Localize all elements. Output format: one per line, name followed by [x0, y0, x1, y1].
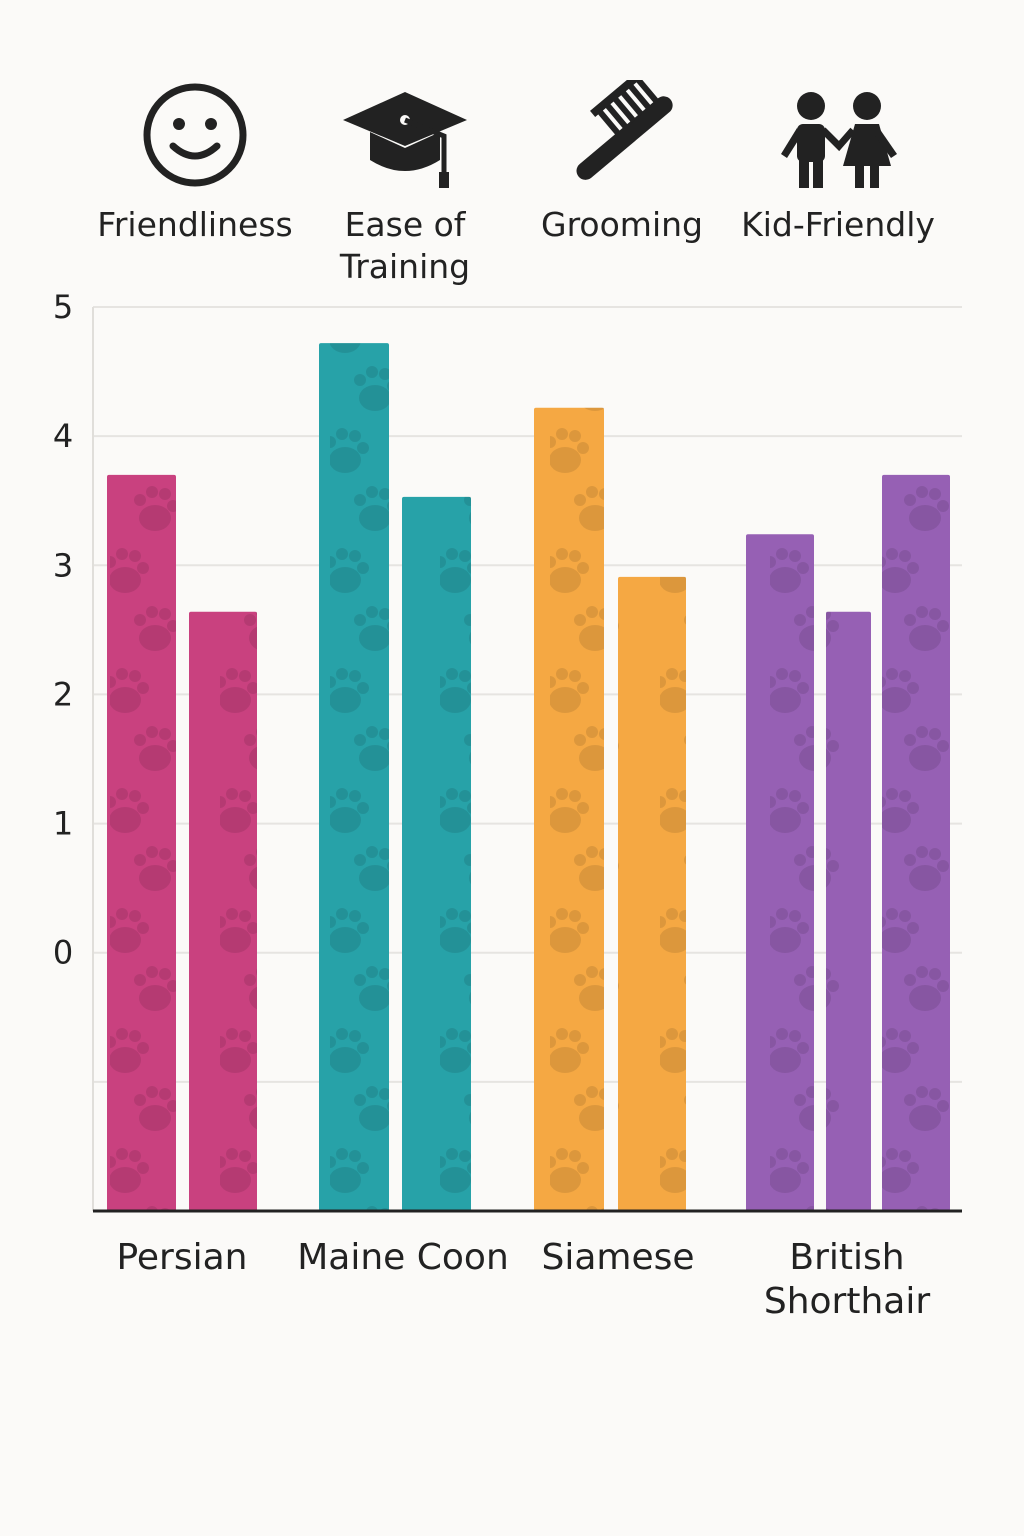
y-tick-label: 2: [53, 675, 73, 713]
legend-kid-friendly: Kid-Friendly: [728, 80, 948, 246]
y-tick-label: 4: [53, 417, 73, 455]
x-tick-label: Maine Coon: [297, 1237, 509, 1278]
paw-pattern: [402, 496, 471, 1212]
y-tick-label: 1: [53, 805, 73, 843]
graduation-cap-icon: [343, 92, 467, 188]
x-tick-label: Shorthair: [764, 1281, 930, 1322]
paw-pattern: [189, 611, 257, 1211]
legend-friendliness: Friendliness: [85, 80, 305, 246]
x-tick-label: Persian: [116, 1237, 247, 1278]
comb-icon: [576, 80, 673, 180]
legend-label: Ease of Training: [339, 205, 471, 286]
legend-label: Friendliness: [97, 205, 293, 244]
legend-grooming: Grooming: [512, 80, 732, 246]
legend-ease-of-training: Ease of Training: [295, 80, 515, 288]
y-tick-label: 0: [53, 934, 73, 972]
paw-pattern: [107, 474, 176, 1211]
paw-pattern: [534, 407, 604, 1211]
smiley-icon: [143, 83, 247, 187]
paw-pattern: [319, 343, 389, 1211]
paw-pattern: [882, 474, 950, 1211]
paw-pattern: [746, 534, 814, 1211]
paw-pattern: [618, 576, 686, 1211]
y-tick-label: 5: [53, 288, 73, 326]
x-tick-label: British: [789, 1237, 904, 1278]
legend-label: Grooming: [541, 205, 703, 244]
x-tick-label: Siamese: [541, 1237, 694, 1278]
legend-label: Kid-Friendly: [741, 205, 935, 244]
y-tick-label: 3: [53, 546, 73, 584]
children-icon: [781, 92, 897, 188]
paw-pattern: [826, 611, 871, 1211]
